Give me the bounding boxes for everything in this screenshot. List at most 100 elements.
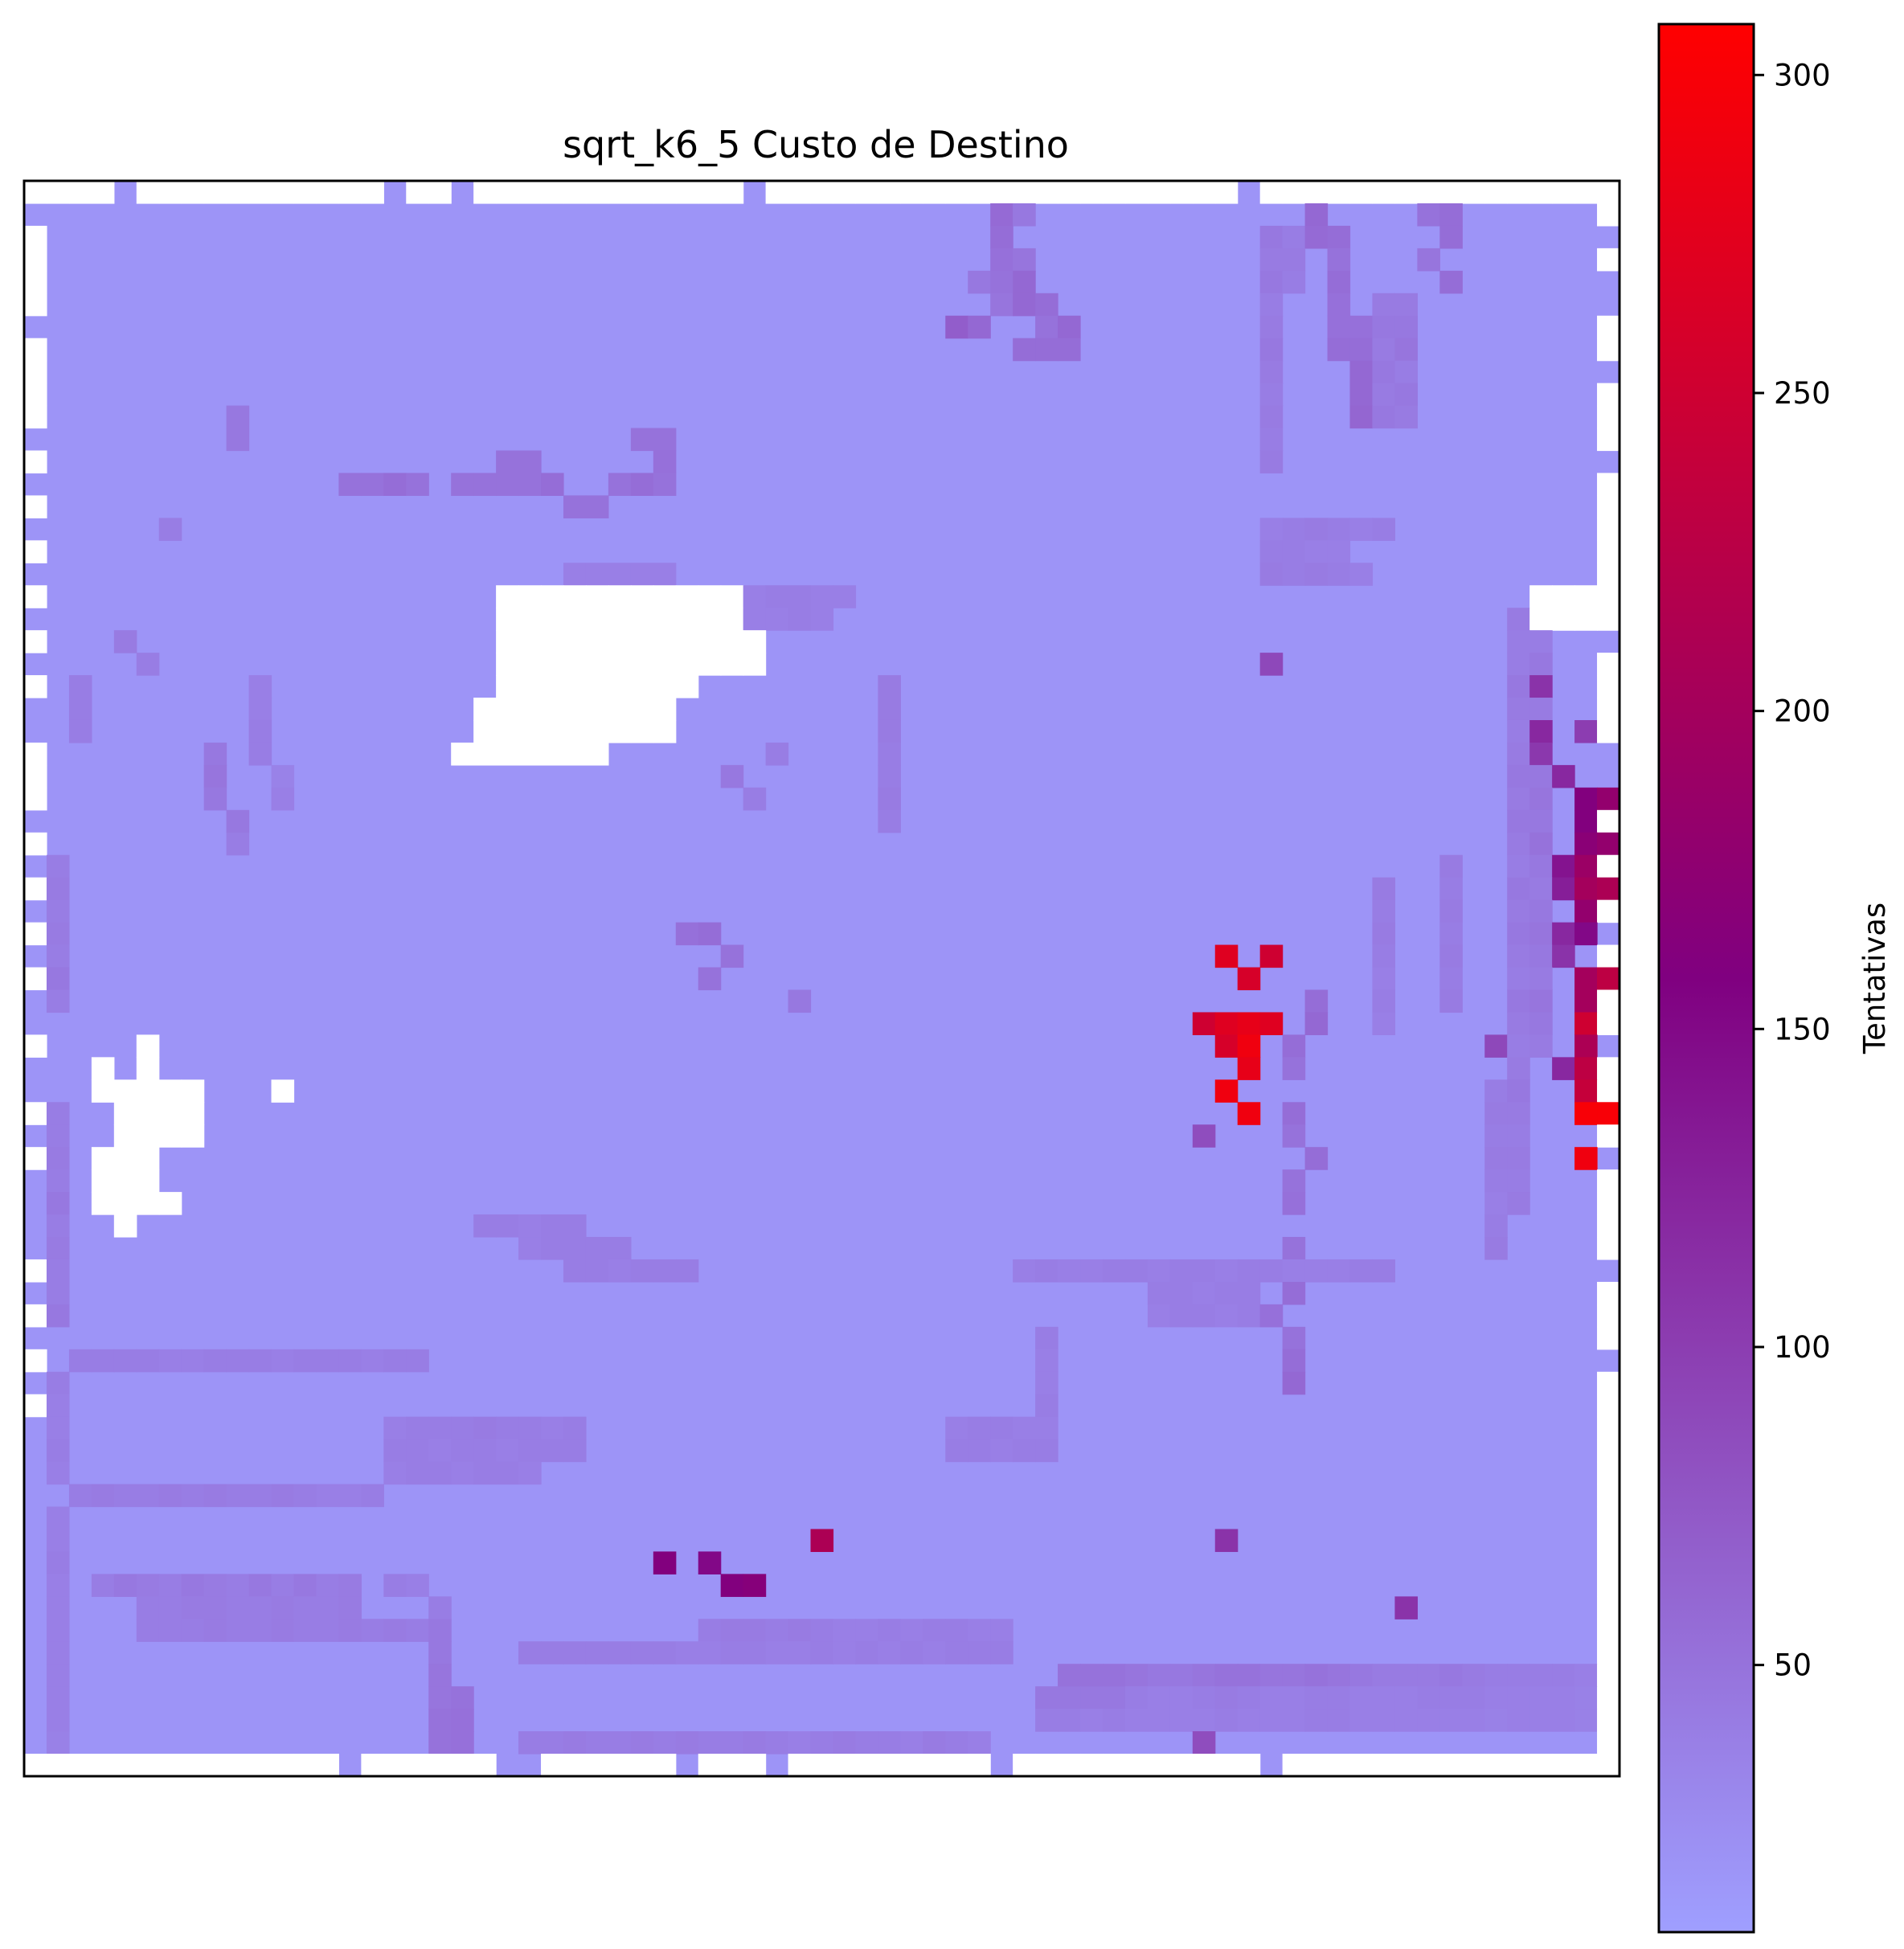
heatmap-cell <box>316 1349 340 1373</box>
heatmap-cell <box>608 563 632 586</box>
heatmap-cell <box>1192 1754 1216 1777</box>
heatmap-cell <box>653 630 677 653</box>
heatmap-cell <box>1574 787 1598 811</box>
heatmap-cell <box>496 675 519 698</box>
heatmap-cell <box>855 181 878 204</box>
heatmap-cell <box>113 1754 137 1777</box>
heatmap-cell <box>46 1686 70 1709</box>
heatmap-cell <box>1597 1641 1620 1664</box>
heatmap-cell <box>1507 1664 1530 1687</box>
heatmap-cell <box>1259 540 1284 563</box>
heatmap-cell <box>541 653 564 676</box>
heatmap-cell <box>990 1619 1013 1642</box>
colorbar-gradient <box>1659 24 1754 1932</box>
heatmap-cell <box>698 653 722 676</box>
heatmap-cell <box>1349 360 1374 384</box>
heatmap-cell <box>406 1574 429 1597</box>
heatmap-cell <box>878 1754 901 1777</box>
heatmap-cell <box>1439 922 1463 946</box>
heatmap-cell <box>1597 1484 1620 1508</box>
heatmap-cell <box>1597 338 1620 362</box>
heatmap-cell <box>1124 1754 1149 1777</box>
heatmap-cell <box>24 450 47 474</box>
heatmap-cell <box>1552 1709 1575 1732</box>
heatmap-cell <box>1597 809 1620 833</box>
heatmap-cell <box>675 181 699 204</box>
heatmap-cell <box>428 1664 452 1687</box>
heatmap-cell <box>878 764 901 788</box>
heatmap-cell <box>1507 854 1530 878</box>
heatmap-cell <box>1394 293 1418 317</box>
heatmap-cell <box>1529 1664 1553 1687</box>
heatmap-cell <box>1507 608 1530 631</box>
heatmap-cell <box>136 1057 160 1080</box>
heatmap-cell <box>428 1731 452 1755</box>
heatmap-cell <box>765 181 789 204</box>
heatmap-cell <box>1237 1057 1261 1080</box>
heatmap-cell <box>1259 1304 1284 1328</box>
heatmap-cell <box>563 1641 587 1664</box>
heatmap-cell <box>24 787 47 811</box>
heatmap-cell <box>46 1237 70 1260</box>
heatmap-cell <box>1147 181 1171 204</box>
heatmap-cell <box>1058 338 1081 362</box>
heatmap-cell <box>1304 1147 1329 1170</box>
heatmap-cell <box>361 1349 384 1373</box>
heatmap-cell <box>630 563 654 586</box>
heatmap-cell <box>1597 877 1620 901</box>
heatmap-cell <box>788 608 812 631</box>
heatmap-cell <box>113 1079 137 1103</box>
heatmap-cell <box>473 1416 497 1440</box>
heatmap-cell <box>271 1079 295 1103</box>
heatmap-cell <box>968 181 991 204</box>
heatmap-cell <box>338 473 362 497</box>
heatmap-cell <box>1597 428 1620 452</box>
heatmap-cell <box>1597 967 1620 991</box>
heatmap-cell <box>968 1619 991 1642</box>
heatmap-cell <box>945 1731 968 1755</box>
heatmap-cell <box>1282 1124 1306 1148</box>
heatmap-cell <box>1192 1012 1216 1035</box>
heatmap-cell <box>720 630 744 653</box>
heatmap-cell <box>1304 518 1329 541</box>
heatmap-cell <box>1214 944 1239 968</box>
heatmap-cell <box>1035 1259 1058 1283</box>
heatmap-cell <box>91 1192 115 1215</box>
heatmap-cell <box>990 1439 1013 1463</box>
heatmap-cell <box>24 540 47 563</box>
heatmap-cell <box>203 787 227 811</box>
heatmap-cell <box>1259 563 1284 586</box>
heatmap-cell <box>496 742 519 766</box>
heatmap-cell <box>158 1754 182 1777</box>
heatmap-cell <box>1574 1012 1598 1035</box>
heatmap-cell <box>1259 293 1284 317</box>
heatmap-cell <box>136 1034 160 1058</box>
heatmap-cell <box>1394 1686 1418 1709</box>
heatmap-cell <box>473 1754 497 1777</box>
heatmap-cell <box>1574 608 1598 631</box>
heatmap-cell <box>1327 1709 1351 1732</box>
heatmap-cell <box>563 1237 587 1260</box>
heatmap-cell <box>1597 1664 1620 1687</box>
heatmap-cell <box>1439 989 1463 1013</box>
heatmap-cell <box>1304 563 1329 586</box>
heatmap-cell <box>473 742 497 766</box>
heatmap-cell <box>1529 1686 1553 1709</box>
heatmap-cell <box>451 742 474 766</box>
heatmap-cell <box>248 1619 272 1642</box>
heatmap-cell <box>91 1079 115 1103</box>
heatmap-cell <box>1507 877 1530 901</box>
heatmap-cell <box>24 877 47 901</box>
heatmap-cell <box>338 1349 362 1373</box>
heatmap-cell <box>990 248 1013 272</box>
heatmap-cell <box>181 1484 205 1508</box>
heatmap-cell <box>226 1596 250 1619</box>
heatmap-cell <box>46 1259 70 1283</box>
heatmap-cell <box>451 1439 474 1463</box>
heatmap-cell <box>1327 1754 1351 1777</box>
heatmap-cell <box>496 1439 519 1463</box>
heatmap-cell <box>563 1731 587 1755</box>
heatmap-cell <box>24 922 47 946</box>
heatmap-cell <box>316 1484 340 1508</box>
heatmap-cell <box>338 1619 362 1642</box>
